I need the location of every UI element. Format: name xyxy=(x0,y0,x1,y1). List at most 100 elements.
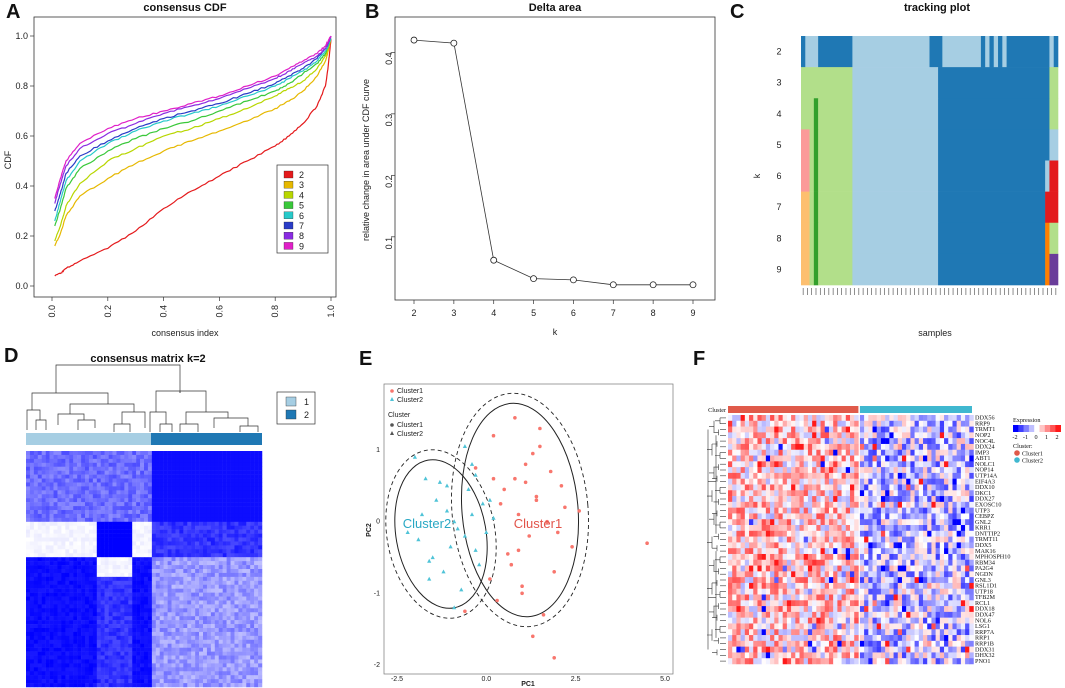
consensus-cell xyxy=(175,620,180,625)
heatmap-cell xyxy=(757,501,762,508)
heatmap-cell xyxy=(765,443,771,450)
consensus-cell xyxy=(210,494,216,499)
legend-label-2: 2 xyxy=(304,410,309,420)
consensus-cell xyxy=(81,510,86,515)
heatmap-cell xyxy=(944,432,949,439)
consensus-cell xyxy=(234,541,239,546)
tracking-tile-k6 xyxy=(938,160,1046,192)
consensus-cell xyxy=(187,671,192,676)
consensus-cell xyxy=(226,588,231,593)
heatmap-cell xyxy=(952,455,957,462)
consensus-cell xyxy=(242,612,247,617)
consensus-cell xyxy=(26,494,31,499)
consensus-cell xyxy=(191,545,196,550)
heatmap-cell xyxy=(728,496,733,503)
consensus-cell xyxy=(144,482,149,487)
consensus-cell xyxy=(120,513,125,519)
consensus-cell xyxy=(112,663,117,668)
heatmap-cell xyxy=(931,426,936,433)
consensus-cell xyxy=(250,498,255,503)
heatmap-cell xyxy=(880,461,886,468)
consensus-cell xyxy=(132,486,137,491)
chart-b-frame xyxy=(394,16,716,301)
consensus-cell xyxy=(69,608,74,613)
consensus-cell xyxy=(171,545,176,550)
chart-c-tiles xyxy=(801,36,1059,286)
consensus-cell xyxy=(246,494,251,499)
consensus-cell xyxy=(112,561,117,566)
heatmap-cell xyxy=(774,420,779,427)
consensus-cell xyxy=(226,451,231,456)
consensus-cell xyxy=(53,659,58,664)
consensus-cell xyxy=(258,529,263,534)
consensus-cell xyxy=(203,569,208,574)
consensus-cell xyxy=(218,624,223,629)
consensus-cell xyxy=(258,675,263,680)
consensus-cell xyxy=(140,596,145,601)
consensus-cell xyxy=(96,580,101,585)
consensus-cell xyxy=(33,533,39,538)
consensus-cell xyxy=(218,537,223,542)
consensus-cell xyxy=(81,565,86,570)
consensus-cell xyxy=(61,541,66,546)
heatmap-cell xyxy=(807,438,813,445)
heatmap-cell xyxy=(824,438,830,445)
consensus-cell xyxy=(33,474,39,479)
tracking-tile-k8 xyxy=(938,222,1046,255)
consensus-cell xyxy=(222,604,227,609)
consensus-cell xyxy=(116,454,121,460)
consensus-cell xyxy=(132,620,137,625)
consensus-cell xyxy=(81,454,86,460)
heatmap-cell xyxy=(828,415,834,422)
consensus-cell xyxy=(61,679,66,684)
consensus-cell xyxy=(73,502,78,507)
consensus-cell xyxy=(65,624,70,629)
heatmap-cell xyxy=(761,420,767,427)
consensus-cell xyxy=(41,584,46,589)
consensus-cell xyxy=(199,517,204,523)
heatmap-cell xyxy=(944,415,949,422)
consensus-cell xyxy=(163,458,168,464)
consensus-cell xyxy=(218,565,223,570)
consensus-cell xyxy=(163,478,168,483)
heatmap-cell xyxy=(876,455,882,462)
delta-point-k9 xyxy=(689,281,697,289)
consensus-cell xyxy=(230,470,235,475)
heatmap-cell xyxy=(923,420,928,427)
consensus-cell xyxy=(210,667,216,672)
consensus-cell xyxy=(167,565,172,570)
consensus-cell xyxy=(258,596,263,601)
heatmap-cell xyxy=(828,472,834,479)
consensus-cell xyxy=(195,502,200,507)
consensus-cell xyxy=(120,635,125,641)
consensus-cell xyxy=(144,565,149,570)
consensus-cell xyxy=(108,576,113,582)
consensus-cell xyxy=(199,482,204,487)
consensus-cell xyxy=(92,588,98,593)
heatmap-cell xyxy=(952,415,957,422)
consensus-cell xyxy=(191,608,196,613)
consensus-cell xyxy=(187,466,192,471)
consensus-cell xyxy=(37,616,42,621)
consensus-cell xyxy=(88,576,94,582)
heatmap-cell xyxy=(820,426,826,433)
consensus-cell xyxy=(100,454,105,460)
heatmap-cell xyxy=(914,484,920,491)
point-cluster1 xyxy=(495,598,499,603)
consensus-cell xyxy=(242,584,247,589)
consensus-cell xyxy=(96,549,101,554)
consensus-cell xyxy=(258,537,263,542)
consensus-cell xyxy=(159,525,164,530)
heatmap-cell xyxy=(931,415,936,422)
consensus-cell xyxy=(61,525,66,530)
consensus-cell xyxy=(116,502,121,507)
consensus-cell xyxy=(147,561,153,566)
consensus-cell xyxy=(222,588,227,593)
consensus-cell xyxy=(234,474,239,479)
consensus-cell xyxy=(144,561,149,566)
legend-label-cluster2: Cluster2 xyxy=(397,397,423,404)
consensus-cell xyxy=(73,458,78,464)
heatmap-cell xyxy=(910,484,915,491)
consensus-cell xyxy=(151,498,157,503)
consensus-cell xyxy=(258,679,263,684)
